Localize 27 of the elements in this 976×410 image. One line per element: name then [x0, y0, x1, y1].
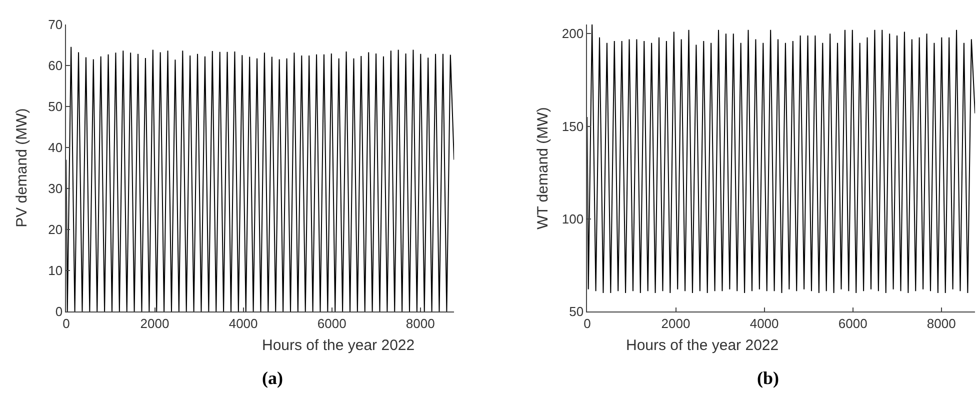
- text: (b): [757, 368, 780, 388]
- x-tick-label: 8000: [406, 316, 435, 332]
- y-tick-label: 10: [48, 263, 63, 278]
- y-tick-label: 30: [48, 181, 63, 196]
- y-tick-label: 70: [48, 16, 63, 32]
- y-tick-label: 20: [48, 222, 63, 238]
- x-tick-label: 2000: [661, 316, 690, 332]
- x-tick-label: 6000: [838, 316, 868, 332]
- x-tick-label: 8000: [926, 316, 956, 332]
- y-axis-title: PV demand (MW): [14, 108, 31, 228]
- line-series: [587, 24, 976, 294]
- y-tick-label: 100: [562, 211, 584, 226]
- x-axis-title: Hours of the year 2022: [262, 337, 415, 354]
- y-tick-label: 150: [562, 118, 584, 134]
- y-tick-label: 200: [562, 26, 584, 42]
- x-tick-label: 2000: [140, 316, 170, 332]
- x-tick-label: 4000: [228, 316, 258, 332]
- y-tick-label: 50: [48, 98, 63, 114]
- y-tick-label: 40: [48, 140, 63, 155]
- x-axis-title: Hours of the year 2022: [626, 337, 779, 354]
- x-tick-label: 6000: [317, 316, 346, 332]
- text: (a): [262, 368, 283, 388]
- x-tick-label: 4000: [750, 316, 779, 332]
- y-tick-label: 0: [55, 304, 63, 320]
- y-axis-title: WT demand (MW): [534, 107, 552, 230]
- y-tick-label: 50: [569, 304, 584, 320]
- y-tick-label: 60: [48, 58, 63, 73]
